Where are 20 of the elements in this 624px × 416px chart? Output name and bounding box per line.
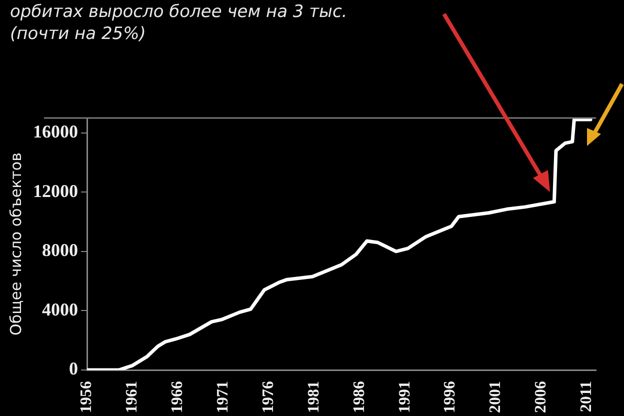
x-tick-label: 1976 [260, 381, 277, 413]
x-tick-label: 2011 [578, 381, 596, 412]
x-tick-label: 2006 [532, 381, 550, 413]
x-tick-label: 1981 [305, 381, 322, 413]
y-tick-label: 4000 [42, 299, 78, 320]
y-tick-label: 12000 [33, 180, 78, 201]
y-tick-label: 16000 [33, 121, 78, 142]
x-tick-label: 1961 [124, 381, 141, 413]
y-axis-title: Общее число объектов [6, 152, 25, 336]
y-tick-label: 8000 [42, 240, 78, 260]
y-tick-label: 0 [69, 358, 78, 379]
x-tick-label: 1991 [396, 381, 414, 413]
text: орбитах выросло более чем на 3 тыс. [10, 2, 348, 22]
x-tick-label: 1996 [442, 381, 459, 413]
x-tick-label: 2001 [487, 381, 504, 413]
x-tick-label: 1971 [214, 381, 232, 413]
x-tick-label: 1966 [169, 381, 186, 413]
x-tick-label: 1956 [78, 381, 96, 413]
x-tick-label: 1986 [350, 381, 368, 413]
text: (почти на 25%) [10, 24, 146, 44]
